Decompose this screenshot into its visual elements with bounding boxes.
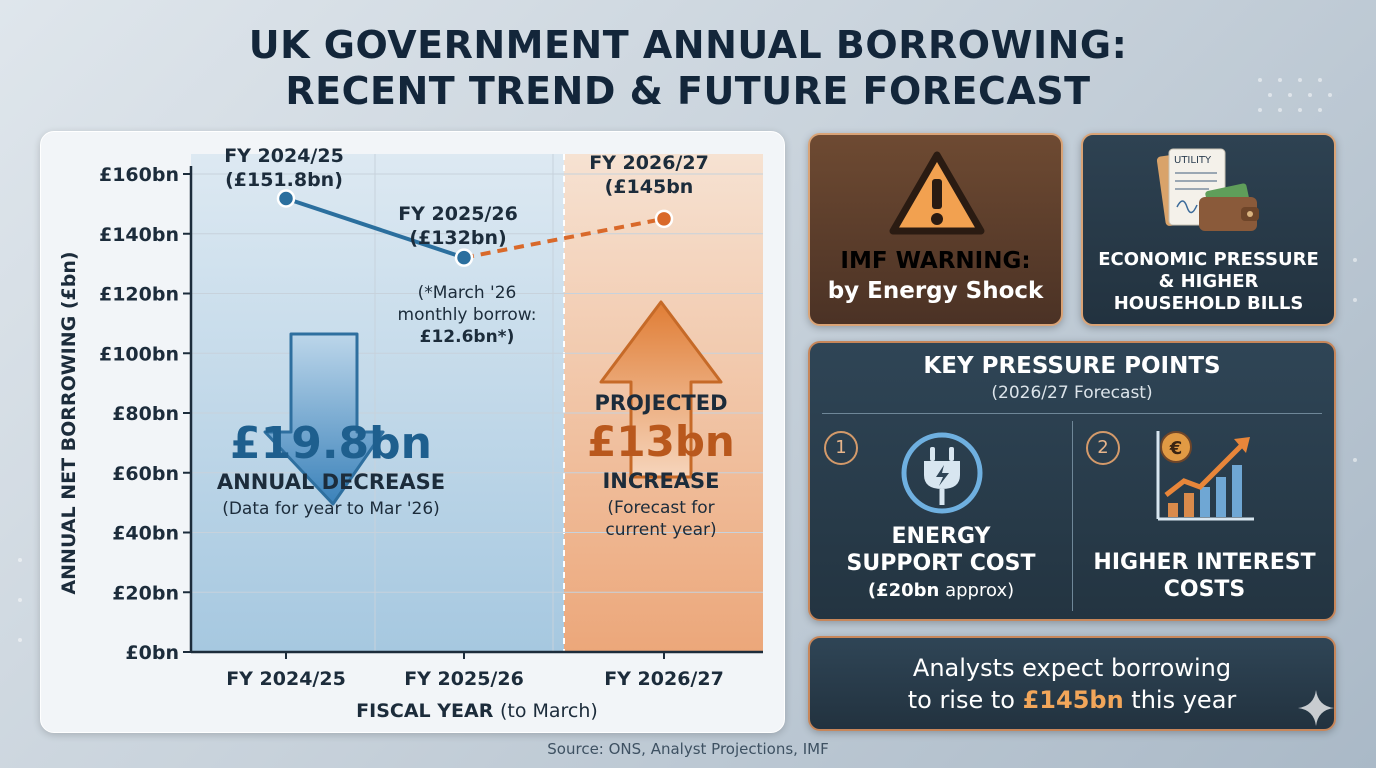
point-label-value: (£151.8bn) [225,169,343,191]
key-pressure-points-card: KEY PRESSURE POINTS (2026/27 Forecast) 1… [808,341,1336,621]
analyst-line2-after: this year [1123,686,1237,714]
x-tick-label: FY 2026/27 [604,668,724,690]
imf-warning-line1: IMF WARNING: [840,248,1031,274]
decrease-note: (Data for year to Mar '26) [222,499,440,519]
increase-label: INCREASE [602,469,719,493]
title-line-2: RECENT TREND & FUTURE FORECAST [285,69,1091,113]
key-pressure-divider [1072,421,1073,611]
pressure-point-1-number: 1 [824,431,858,465]
actual-data-point [276,189,296,208]
energy-plug-icon [901,432,983,514]
increase-projected-label: PROJECTED [594,391,727,415]
increase-note-line2: current year) [605,520,716,540]
forecast-data-point [654,209,674,229]
analyst-line2: to rise to £145bn this year [810,684,1334,716]
decrease-arrow [263,332,385,506]
x-tick-label: FY 2025/26 [404,668,524,690]
y-tick-label: £140bn [99,224,179,246]
pressure-point-1-note-bold: (£20bn [867,580,940,601]
warning-triangle-icon [889,151,985,235]
march-note-line: (*March '26 [418,283,517,303]
increase-arrow [599,300,723,479]
x-axis-label-rest: (to March) [500,700,598,722]
y-tick-label: £100bn [99,343,179,365]
pressure-point-2-line2: COSTS [1163,577,1246,602]
utility-bill-label: UTILITY [1174,155,1212,166]
y-tick-label: £0bn [125,642,179,664]
point-label-value: (£145bn [605,176,694,198]
pressure-point-1: ENERGY SUPPORT COST (£20bn approx) [810,523,1072,604]
economic-pressure-text: ECONOMIC PRESSURE & HIGHER HOUSEHOLD BIL… [1083,249,1334,315]
analyst-line2-before: to rise to [907,686,1023,714]
utility-bill-wallet-icon: UTILITY [1156,148,1259,231]
economic-pressure-line1: ECONOMIC PRESSURE [1098,249,1319,270]
imf-warning-card: IMF WARNING: by Energy Shock [808,133,1063,326]
y-tick-label: £160bn [99,164,179,186]
analyst-line2-highlight: £145bn [1022,686,1124,714]
x-axis-label-bold: FISCAL YEAR [356,700,500,722]
economic-pressure-card: UTILITY ECONOMIC PRESSURE & HIGHER HOUSE… [1081,133,1336,326]
y-tick-label: £60bn [112,463,179,485]
source-note: Source: ONS, Analyst Projections, IMF [547,740,829,758]
pressure-point-2: HIGHER INTEREST COSTS [1073,549,1336,603]
title-line-1: UK GOVERNMENT ANNUAL BORROWING: [248,23,1128,67]
y-tick-label: £40bn [112,523,179,545]
analyst-line1: Analysts expect borrowing [912,654,1232,682]
actual-data-point [454,248,474,267]
point-label-name: FY 2026/27 [589,152,709,174]
march-note-line: monthly borrow: [398,305,537,325]
y-tick-label: £20bn [112,582,179,604]
pressure-point-1-note: (£20bn approx) [810,577,1072,604]
increase-amount: £13bn [587,417,735,466]
point-label-name: FY 2025/26 [398,203,518,225]
point-label-value: (£132bn) [409,227,506,249]
euro-coin-symbol: € [1169,438,1183,459]
pressure-point-1-line2: SUPPORT COST [846,551,1036,576]
pressure-point-2-line1: HIGHER INTEREST [1093,550,1316,575]
borrowing-chart: £0bn £20bn £40bn £60bn £80bn £100bn £120bn £140… [58,145,763,722]
analyst-expectation-card: Analysts expect borrowing to rise to £14… [808,636,1336,731]
analyst-expectation-text: Analysts expect borrowing to rise to £14… [810,652,1334,716]
x-axis-label: FISCAL YEAR (to March) [356,700,598,722]
march-note-line: £12.6bn*) [420,327,515,347]
y-tick-label: £120bn [99,284,179,306]
actual-region [191,154,564,652]
decrease-amount: £19.8bn [230,418,432,469]
sparkle-icon [1298,690,1334,726]
pressure-point-1-note-rest: approx) [939,580,1015,601]
increase-note-line1: (Forecast for [607,498,714,518]
point-label-name: FY 2024/25 [224,145,344,167]
page-title: UK GOVERNMENT ANNUAL BORROWING: RECENT T… [0,22,1376,114]
actual-series-line [285,196,465,260]
key-pressure-title: KEY PRESSURE POINTS [923,353,1221,379]
x-tick-label: FY 2024/25 [226,668,346,690]
imf-warning-line2: by Energy Shock [827,278,1044,304]
pressure-point-1-line1: ENERGY [891,524,991,549]
interest-chart-icon: € [1156,431,1254,521]
economic-pressure-line3: HOUSEHOLD BILLS [1113,293,1304,314]
chart-panel: £0bn £20bn £40bn £60bn £80bn £100bn £120bn £140… [40,131,785,733]
pressure-point-2-number: 2 [1086,431,1120,465]
y-tick-label: £80bn [112,403,179,425]
y-axis-label: ANNUAL NET BORROWING (£bn) [58,251,80,594]
economic-pressure-line2: & HIGHER [1158,271,1259,292]
key-pressure-subtitle: (2026/27 Forecast) [991,383,1153,403]
decrease-label: ANNUAL DECREASE [217,470,445,494]
key-pressure-rule [822,413,1322,414]
